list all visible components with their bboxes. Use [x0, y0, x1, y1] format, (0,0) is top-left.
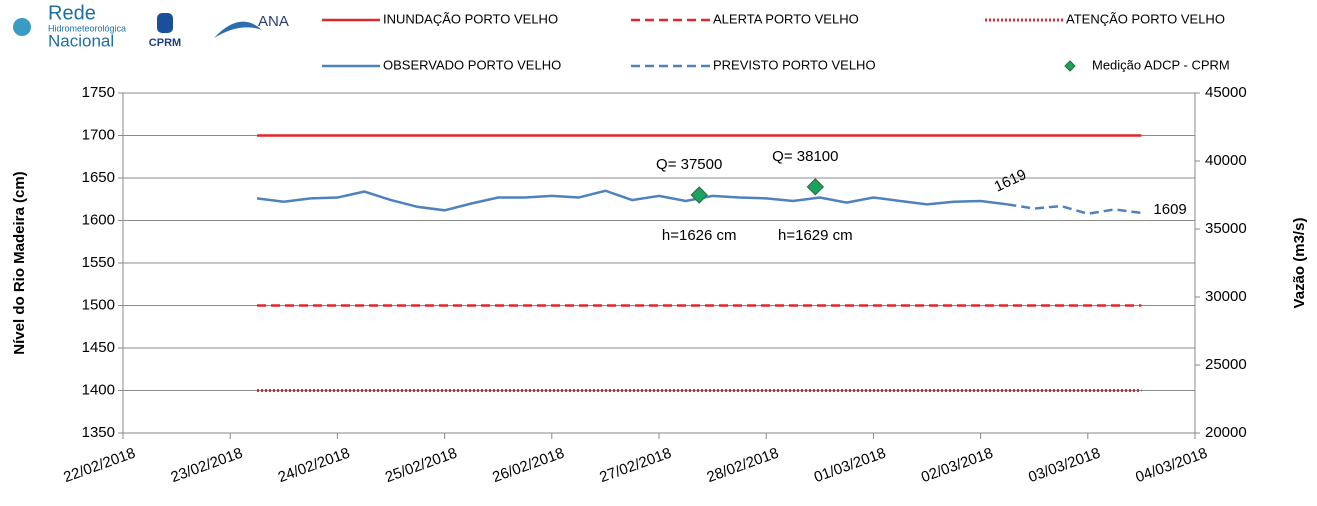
y-tick-label: 1600 — [82, 211, 115, 228]
y2-tick-label: 35000 — [1205, 220, 1247, 237]
series-line — [256, 189, 1008, 212]
logo-text: Rede — [48, 2, 96, 24]
legend-label: ATENÇÃO PORTO VELHO — [1066, 11, 1225, 26]
x-tick-label: 23/02/2018 — [169, 445, 245, 487]
legend-marker — [1064, 60, 1076, 72]
x-tick-label: 25/02/2018 — [383, 445, 459, 487]
legend-label: INUNDAÇÃO PORTO VELHO — [383, 11, 558, 26]
marker — [806, 178, 825, 196]
y-axis-title: Nível do Rio Madeira (cm) — [11, 171, 28, 354]
x-tick-label: 01/03/2018 — [812, 445, 888, 487]
marker — [690, 186, 708, 204]
x-tick-label: 02/03/2018 — [919, 445, 995, 487]
logo-text: ANA — [258, 13, 289, 30]
data-label: Q= 37500 — [656, 156, 722, 173]
y2-tick-label: 25000 — [1205, 356, 1247, 373]
x-tick-label: 27/02/2018 — [597, 445, 673, 487]
legend-label: ALERTA PORTO VELHO — [713, 11, 859, 26]
data-label: 1609 — [1153, 201, 1186, 218]
y-tick-label: 1550 — [82, 254, 115, 271]
data-label: Q= 38100 — [772, 148, 838, 165]
y-tick-label: 1750 — [82, 84, 115, 101]
y2-tick-label: 30000 — [1205, 288, 1247, 305]
y-tick-label: 1500 — [82, 296, 115, 313]
series-line — [1007, 203, 1142, 215]
y-tick-label: 1650 — [82, 169, 115, 186]
x-tick-label: 28/02/2018 — [705, 445, 781, 487]
y-tick-label: 1450 — [82, 339, 115, 356]
y-tick-label: 1350 — [82, 424, 115, 441]
legend-label: OBSERVADO PORTO VELHO — [383, 57, 561, 72]
x-tick-label: 24/02/2018 — [276, 445, 352, 487]
legend-label: PREVISTO PORTO VELHO — [713, 57, 876, 72]
x-tick-label: 04/03/2018 — [1133, 445, 1209, 487]
y2-tick-label: 45000 — [1205, 84, 1247, 101]
y2-tick-label: 40000 — [1205, 152, 1247, 169]
logo-icon — [214, 21, 262, 38]
y-tick-label: 1700 — [82, 126, 115, 143]
y2-tick-label: 20000 — [1205, 424, 1247, 441]
logo-icon — [157, 13, 173, 33]
annotation: h=1626 cm — [662, 227, 737, 244]
legend-label: Medição ADCP - CPRM — [1092, 57, 1230, 72]
x-tick-label: 26/02/2018 — [490, 445, 566, 487]
logos: Rede Hidrometeorológica Nacional CPRM AN… — [13, 2, 289, 50]
logo-icon — [13, 18, 31, 36]
x-tick-label: 22/02/2018 — [61, 445, 137, 487]
x-tick-label: 03/03/2018 — [1026, 445, 1102, 487]
annotation: h=1629 cm — [778, 227, 853, 244]
y-tick-label: 1400 — [82, 381, 115, 398]
logo-text: CPRM — [149, 37, 181, 49]
logo-text: Hidrometeorológica — [48, 23, 126, 33]
logo-text: Nacional — [48, 31, 114, 50]
y2-axis-title: Vazão (m3/s) — [1291, 218, 1308, 309]
data-label: 1619 — [992, 166, 1029, 196]
